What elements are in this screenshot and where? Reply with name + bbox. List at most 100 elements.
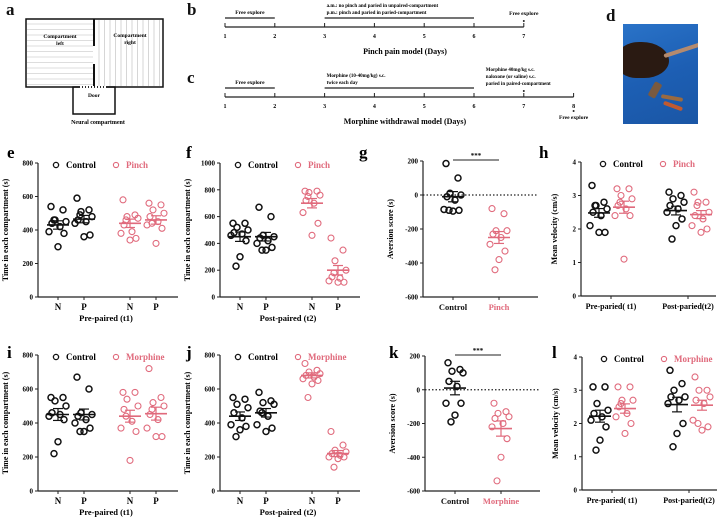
data-point [80, 427, 88, 436]
x-tick-label: N [237, 302, 244, 312]
panel-i-label: i [7, 343, 12, 362]
timeline-b-day-label: 6 [473, 34, 476, 40]
data-point [126, 456, 134, 464]
data-point [47, 202, 55, 211]
series-pinch-p [325, 234, 350, 286]
timeline-c-title: Morphine withdrawal model (Days) [344, 117, 467, 126]
data-point [330, 463, 338, 471]
data-point [50, 449, 58, 458]
y-tick-label: 600 [205, 386, 216, 394]
data-point [50, 216, 58, 224]
data-point [241, 395, 249, 403]
series-pinch [486, 205, 511, 274]
data-point [493, 477, 501, 485]
data-point [678, 215, 686, 223]
data-point [627, 419, 635, 428]
neural-compartment-label: Neural compartment [71, 120, 125, 126]
timeline-b-title: Pinch pain model (Days) [363, 47, 447, 56]
y-tick-label: -600 [407, 488, 420, 496]
y-tick-label: 200 [410, 353, 421, 361]
data-point [600, 198, 608, 206]
data-point [316, 191, 324, 199]
series-morphine-p [325, 427, 350, 471]
data-point [695, 386, 703, 394]
data-point [229, 219, 237, 228]
data-point [339, 246, 347, 254]
timeline-b-day-label: 5 [423, 34, 426, 40]
data-point [693, 202, 701, 210]
series-morphine-t1 [612, 383, 637, 438]
series-control-t1 [587, 383, 612, 454]
data-point [451, 411, 459, 419]
data-point [232, 262, 240, 270]
y-tick-label: 800 [205, 186, 216, 194]
data-point [459, 369, 467, 377]
data-point [131, 388, 139, 396]
data-point [602, 423, 610, 431]
data-point [588, 181, 596, 190]
data-point [447, 418, 455, 426]
timeline-c-day-label: 8 [572, 104, 575, 110]
y-tick-label: 200 [23, 454, 34, 462]
data-point [145, 365, 153, 373]
series-morphine-n [117, 388, 142, 464]
timeline-c-period-text: Morphine (10-40mg/kg) s.c. [327, 74, 387, 79]
data-point [334, 278, 342, 286]
data-point [666, 201, 674, 210]
data-point [442, 399, 450, 407]
data-point [449, 207, 457, 215]
series-pinch-t2 [688, 188, 713, 236]
data-point [244, 226, 252, 234]
data-point [148, 405, 156, 413]
data-point [236, 426, 244, 434]
x-tick-label: N [237, 496, 244, 506]
data-point [666, 366, 674, 375]
timeline-c-day-label: 6 [473, 104, 476, 110]
legend-treat-marker [112, 353, 120, 361]
data-point [229, 393, 237, 402]
series-control-n [45, 393, 70, 458]
timeline-c-day-label: 4 [373, 104, 376, 110]
data-point [301, 359, 309, 368]
data-point [71, 219, 79, 228]
data-point [491, 414, 499, 422]
data-point [587, 416, 595, 424]
y-tick-label: 1 [574, 453, 578, 461]
data-point [694, 198, 702, 206]
data-point [146, 213, 154, 221]
timeline-b-day-label: 1 [224, 34, 227, 40]
data-point [73, 373, 81, 381]
data-point [313, 187, 321, 195]
data-point [689, 416, 697, 424]
data-point [339, 441, 347, 449]
data-point [625, 185, 633, 193]
legend-treat-marker [112, 161, 120, 169]
svg-text:right: right [124, 40, 136, 46]
data-point [305, 188, 313, 197]
data-point [253, 239, 261, 248]
data-point [128, 228, 136, 236]
y-axis-label: Time in each compartment (s) [183, 371, 192, 474]
data-point [670, 386, 678, 394]
data-point [327, 234, 335, 242]
panel-c-label: c [187, 68, 195, 87]
data-point [117, 424, 125, 432]
data-point [73, 194, 81, 202]
timeline-b-day-label: 2 [273, 34, 276, 40]
data-point [86, 231, 94, 239]
y-axis-label: Mean velocity (cm/s) [551, 388, 560, 459]
data-point [119, 388, 127, 396]
data-point [628, 195, 636, 203]
legend-control-label: Control [66, 160, 96, 170]
chart-i: i 0 200 400 600 800 Time in each compartment (… [1, 343, 178, 517]
timeline-c-period-text: Free explore [235, 80, 265, 86]
data-point [230, 409, 238, 417]
data-point [227, 231, 235, 240]
y-tick-label: 0 [212, 294, 216, 302]
data-point [244, 403, 252, 412]
y-tick-label: -200 [407, 420, 420, 428]
data-point [325, 277, 333, 285]
timeline-b-event-dot [522, 20, 525, 22]
data-point [613, 185, 621, 193]
data-point [494, 409, 502, 417]
